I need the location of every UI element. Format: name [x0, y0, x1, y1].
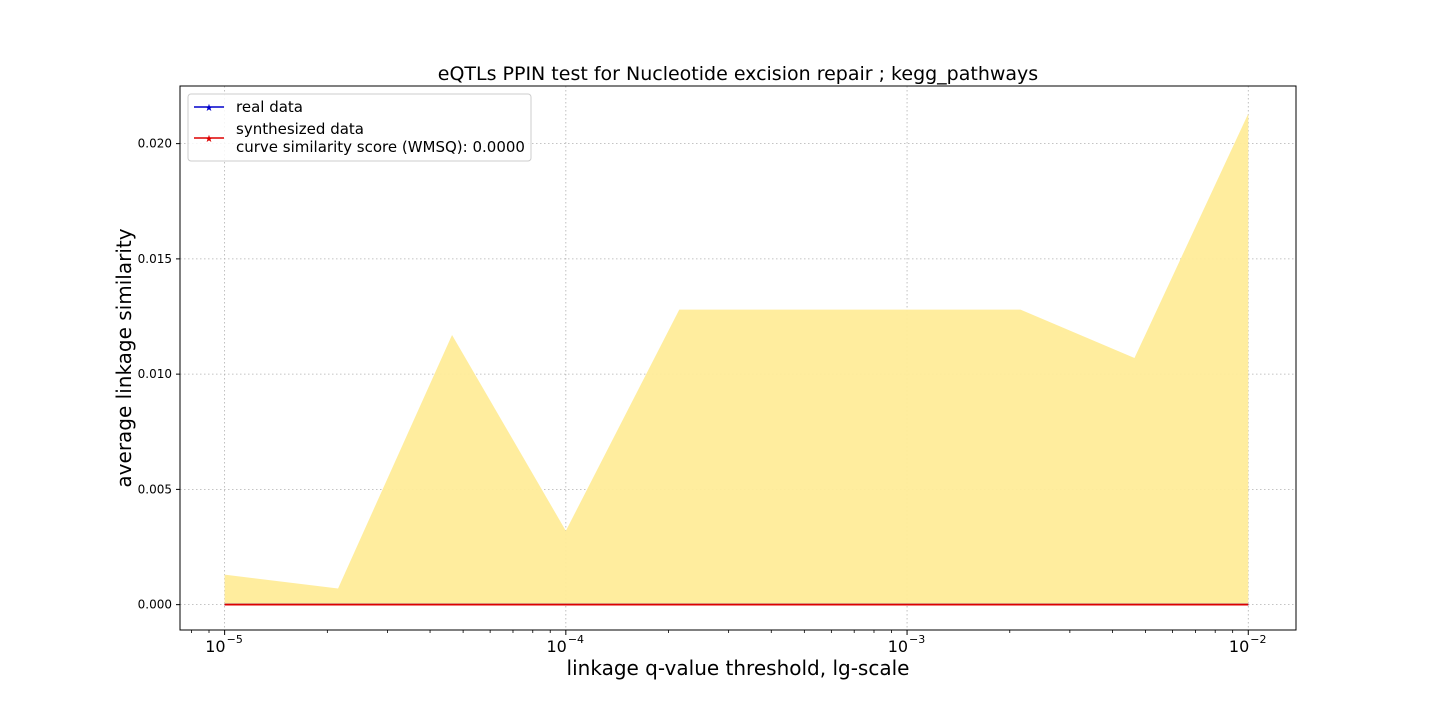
band-area [224, 113, 1249, 605]
chart-title: eQTLs PPIN test for Nucleotide excision … [438, 63, 1038, 85]
y-tick-label: 0.020 [138, 137, 172, 151]
legend-label-real-data: real data [236, 98, 303, 116]
y-axis-label: average linkage similarity [112, 228, 136, 487]
y-tick-label: 0.015 [138, 252, 172, 266]
x-tick-label-exponent: −4 [568, 633, 584, 646]
legend-marker-synthesized-data: ★ [205, 134, 214, 145]
x-tick-label-base: 10 [888, 637, 908, 656]
legend: ★ real data ★ synthesized data curve sim… [187, 93, 532, 162]
legend-marker-real-data: ★ [205, 103, 214, 114]
x-tick-label-exponent: −2 [1250, 633, 1266, 646]
x-tick-label-base: 10 [1229, 637, 1249, 656]
confidence-band [224, 113, 1249, 605]
x-tick-label-exponent: −5 [227, 633, 243, 646]
x-tick-label-base: 10 [205, 637, 225, 656]
x-tick-label-exponent: −3 [909, 633, 925, 646]
y-tick-label: 0.010 [138, 367, 172, 381]
x-axis-label: linkage q-value threshold, lg-scale [567, 656, 910, 680]
y-tick-label: 0.000 [138, 598, 172, 612]
x-axis: 10 −5 10 −4 10 −3 10 −2 [191, 630, 1266, 656]
y-axis: 0.000 0.005 0.010 0.015 0.020 [138, 137, 180, 612]
x-tick-label-base: 10 [546, 637, 566, 656]
plot-frame [179, 85, 1297, 631]
legend-box [187, 93, 532, 162]
legend-similarity-score: curve similarity score (WMSQ): 0.0000 [236, 138, 525, 156]
y-tick-label: 0.005 [138, 482, 172, 496]
legend-label-synthesized-data: synthesized data [236, 120, 364, 138]
